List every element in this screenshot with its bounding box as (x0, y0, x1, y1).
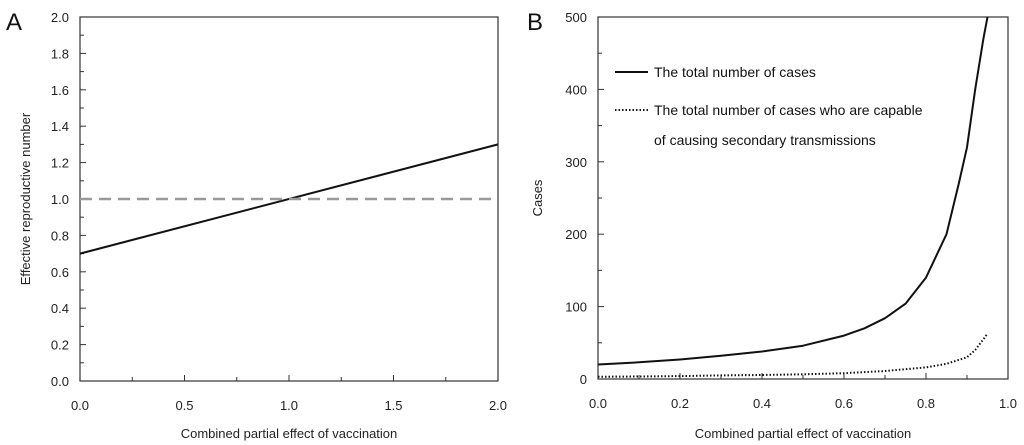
panel-b-ticks: 0.0 0.2 0.4 0.6 0.8 1.0 0 100 200 300 400 500 (565, 10, 1017, 411)
panel-a-x-axis-label: Combined partial effect of vaccination (181, 426, 398, 441)
x-tick-label: 0.5 (175, 398, 193, 413)
legend-label-total-cases: The total number of cases (654, 64, 816, 80)
y-tick-label: 0.2 (51, 338, 69, 353)
legend-label-capable-cases-line2: of causing secondary transmissions (654, 132, 876, 148)
x-tick-label: 0.8 (917, 396, 935, 411)
y-tick-label: 1.0 (51, 192, 69, 207)
panel-b-series (597, 16, 989, 378)
panel-b-y-axis-label: Cases (530, 179, 545, 216)
y-tick-label: 1.2 (51, 156, 69, 171)
y-tick-label: 1.4 (51, 119, 69, 134)
panel-a-letter: A (6, 9, 22, 36)
x-tick-label: 2.0 (489, 398, 507, 413)
x-tick-label: 0.6 (835, 396, 853, 411)
x-tick-label: 1.5 (384, 398, 402, 413)
y-tick-label: 1.8 (51, 46, 69, 61)
panel-b: B 0.0 0.2 0.4 0.6 0.8 1.0 0 100 200 300 400 500 The… (527, 9, 1017, 441)
x-tick-label: 0.4 (753, 396, 771, 411)
y-tick-label: 0.4 (51, 301, 69, 316)
series-line-0 (597, 16, 989, 366)
y-tick-label: 400 (565, 82, 587, 97)
x-tick-label: 0.2 (671, 396, 689, 411)
y-tick-label: 1.6 (51, 83, 69, 98)
y-tick-label: 0.0 (51, 374, 69, 389)
x-tick-label: 0.0 (589, 396, 607, 411)
panel-a-series (79, 143, 499, 255)
panel-b-letter: B (527, 9, 543, 36)
panel-a-y-axis-label: Effective reproductive number (18, 112, 33, 285)
panel-a: A 0.0 0.5 1.0 1.5 2.0 0.0 0.2 0.4 0.6 0.8 1.0 1.2 1.… (6, 9, 507, 441)
panel-b-x-axis-label: Combined partial effect of vaccination (695, 426, 912, 441)
y-tick-label: 300 (565, 155, 587, 170)
panel-b-legend: The total number of cases The total numb… (615, 64, 923, 148)
x-tick-label: 1.0 (280, 398, 298, 413)
x-tick-label: 0.0 (71, 398, 89, 413)
panel-a-ticks: 0.0 0.5 1.0 1.5 2.0 0.0 0.2 0.4 0.6 0.8 1.0 1.2 1.4 1… (51, 10, 507, 413)
legend-label-capable-cases-line1: The total number of cases who are capabl… (654, 102, 923, 118)
y-tick-label: 100 (565, 300, 587, 315)
y-tick-label: 500 (565, 10, 587, 25)
y-tick-label: 0.8 (51, 228, 69, 243)
y-tick-label: 0 (580, 372, 587, 387)
y-tick-label: 200 (565, 227, 587, 242)
series-line-1 (597, 332, 989, 378)
y-tick-label: 0.6 (51, 265, 69, 280)
y-tick-label: 2.0 (51, 10, 69, 25)
x-tick-label: 1.0 (999, 396, 1017, 411)
